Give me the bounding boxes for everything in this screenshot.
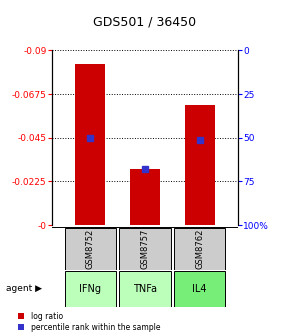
Legend: log ratio, percentile rank within the sample: log ratio, percentile rank within the sa…	[18, 311, 160, 332]
Bar	[65, 228, 116, 269]
Text: IFNg: IFNg	[79, 284, 102, 294]
Bar	[184, 105, 215, 225]
Text: GSM8762: GSM8762	[195, 228, 204, 269]
Bar	[174, 271, 225, 307]
Text: GSM8757: GSM8757	[140, 228, 150, 269]
Bar	[174, 228, 225, 269]
Bar	[65, 271, 116, 307]
Text: GDS501 / 36450: GDS501 / 36450	[93, 15, 197, 28]
Bar	[119, 271, 171, 307]
Bar	[130, 169, 160, 225]
Bar	[75, 64, 106, 225]
Text: GSM8752: GSM8752	[86, 228, 95, 269]
Bar	[119, 228, 171, 269]
Text: agent ▶: agent ▶	[6, 285, 42, 293]
Text: TNFa: TNFa	[133, 284, 157, 294]
Text: IL4: IL4	[192, 284, 207, 294]
